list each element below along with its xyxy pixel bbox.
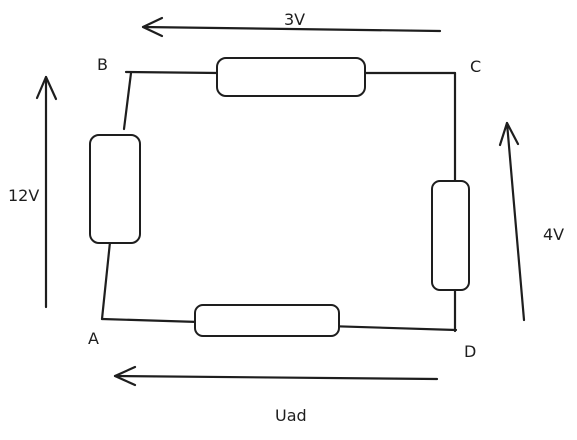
resistor-bottom [194,304,340,337]
wire-left-upper [122,71,133,131]
circuit-wires [100,70,458,333]
voltage-label-bottom: Uad [275,406,307,425]
node-label-c: C [470,57,481,76]
arrow-right [498,121,526,322]
voltage-label-left: 12V [8,186,39,205]
resistor-right [431,180,470,291]
voltage-label-top: 3V [284,10,305,29]
arrow-bottom [113,365,439,387]
wire-top-left [124,70,221,75]
arrow-left [35,75,58,309]
node-label-b: B [97,55,108,74]
resistor-left [89,134,141,244]
arrow-top [141,16,442,38]
voltage-label-right: 4V [543,225,564,244]
resistor-top [216,57,366,97]
wire-left-lower [100,240,112,321]
node-label-d: D [464,342,476,361]
node-label-a: A [88,329,99,348]
